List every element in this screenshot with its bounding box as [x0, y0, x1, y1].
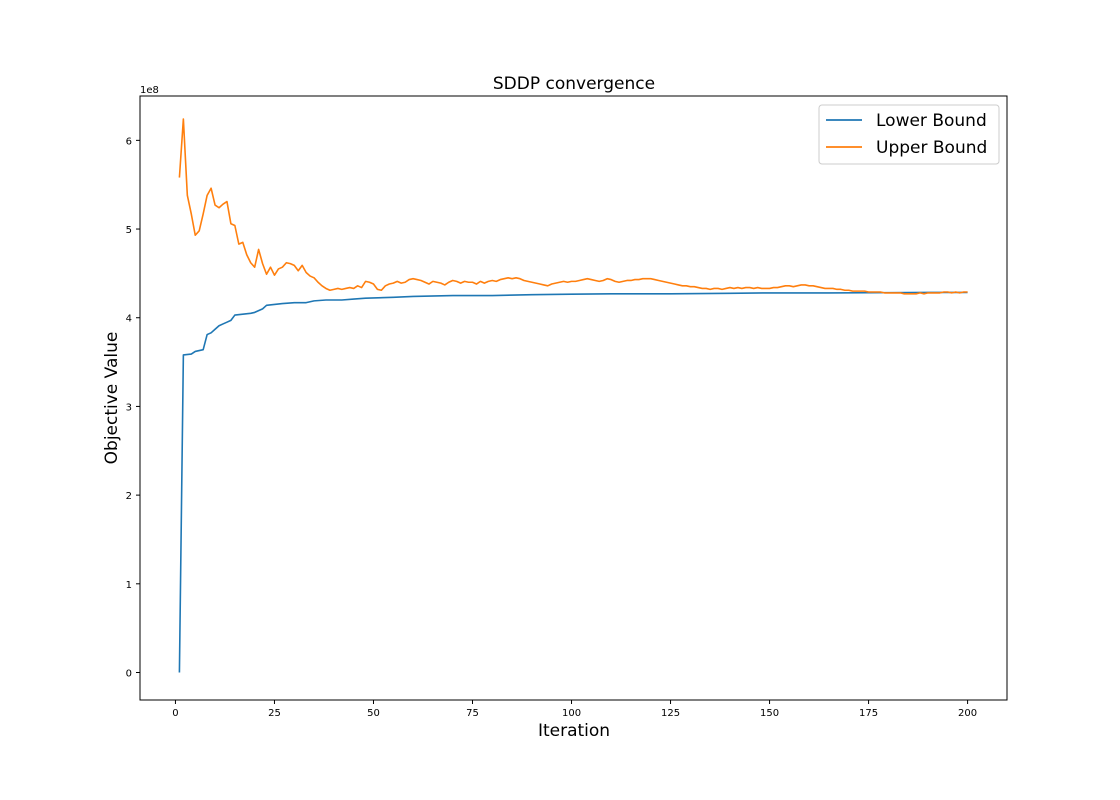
y-tick-label: 6 [126, 136, 132, 147]
y-axis-title: Objective Value [102, 332, 122, 465]
y-tick-label: 5 [126, 225, 132, 236]
x-tick-label: 50 [367, 708, 380, 719]
legend-label-upper-bound: Upper Bound [876, 138, 987, 158]
x-tick-label: 75 [466, 708, 479, 719]
x-axis-title: Iteration [538, 721, 610, 741]
plot-series [178, 118, 968, 673]
y-tick-label: 1 [126, 580, 132, 591]
x-tick-label: 0 [172, 708, 178, 719]
legend-label-lower-bound: Lower Bound [876, 111, 987, 131]
x-axis: 0 25 50 75 100 125 150 175 200 [172, 700, 977, 719]
x-tick-label: 100 [562, 708, 581, 719]
y-tick-label: 4 [126, 314, 132, 325]
plot-frame [139, 95, 1008, 701]
legend-box [818, 104, 1000, 165]
series-line-lower-bound [178, 291, 968, 673]
x-tick-label: 25 [268, 708, 281, 719]
y-axis-offset-label: 1e8 [140, 85, 159, 96]
legend: Lower Bound Upper Bound [818, 104, 1000, 165]
y-tick-label: 3 [126, 402, 132, 413]
y-axis: 0 1 2 3 4 5 6 [126, 136, 140, 680]
y-tick-label: 2 [126, 491, 132, 502]
x-tick-label: 125 [661, 708, 680, 719]
x-tick-label: 200 [958, 708, 977, 719]
chart-title: SDDP convergence [493, 74, 655, 94]
y-tick-label: 0 [126, 669, 132, 680]
x-tick-label: 175 [859, 708, 878, 719]
series-line-upper-bound [178, 118, 968, 295]
x-tick-label: 150 [760, 708, 779, 719]
